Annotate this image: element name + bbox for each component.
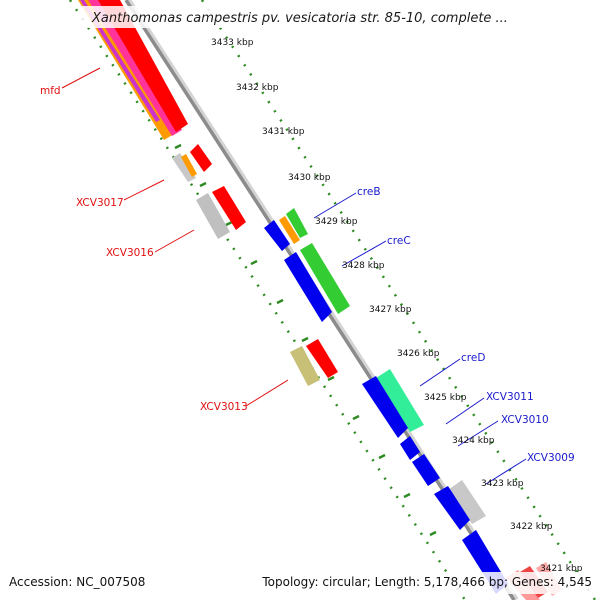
feature-mfd-magenta [80,0,160,122]
feature-xcv3016-gray [196,193,230,239]
feature-xcv3010-blue [400,436,420,460]
feature-xcv3010b-blue [412,454,440,486]
gene-label-xcv3011[interactable]: XCV3011 [486,391,534,403]
feature-crec-blue [284,252,332,322]
feature-xcv3017-orange [181,154,197,177]
genome-stats-text: Topology: circular; Length: 5,178,466 bp… [261,575,592,589]
outer-major-ticks [97,26,437,537]
kbp-3425: 3425 kbp [424,393,467,403]
feature-xcv3017-gray [172,153,196,182]
gene-label-creb[interactable]: creB [357,186,381,198]
feature-xcv3009-gray [448,480,486,524]
gene-labels-right: creB creC creD XCV3011 XCV3010 XCV3009 [357,186,575,464]
gene-label-xcv3017[interactable]: XCV3017 [76,197,124,209]
feature-xcv3009-blue [434,486,470,530]
footer-backdrop [0,572,600,594]
kbp-3424: 3424 kbp [452,436,495,446]
kbp-3421: 3421 kbp [540,564,583,574]
feature-xcv3013-olive [290,346,320,386]
feature-creb-orange [279,216,300,244]
feature-creb-blue [264,220,290,251]
feature-xcv3011-blue [362,376,408,438]
gene-label-mfd[interactable]: mfd [40,85,61,97]
gene-label-crec[interactable]: creC [387,235,411,247]
label-leaders-red [61,67,289,407]
kbp-3430: 3430 kbp [288,173,331,183]
kbp-3433: 3433 kbp [211,38,254,48]
gene-label-xcv3010[interactable]: XCV3010 [501,414,549,426]
kbp-3426: 3426 kbp [397,349,440,359]
feature-xcv3016-red [212,186,246,230]
kbp-3429: 3429 kbp [315,217,358,227]
title-backdrop [78,6,522,28]
kbp-3423: 3423 kbp [481,479,524,489]
feature-cred-green [376,369,424,432]
gene-label-cred[interactable]: creD [461,352,485,364]
kbp-3431: 3431 kbp [262,127,305,137]
map-title: Xanthomonas campestris pv. vesicatoria s… [91,11,508,26]
feature-xcv3013-red [306,339,338,378]
gene-label-xcv3009[interactable]: XCV3009 [527,452,575,464]
feature-xcv3017-red [190,144,212,172]
kbp-labels: 3433 kbp 3432 kbp 3431 kbp 3430 kbp 3429… [211,38,583,574]
accession-text: Accession: NC_007508 [9,575,145,589]
feature-creb-green [286,208,308,238]
kbp-3428: 3428 kbp [342,261,385,271]
gene-labels-left: mfd XCV3017 XCV3016 XCV3013 [40,85,248,413]
gene-label-xcv3013[interactable]: XCV3013 [200,401,248,413]
kbp-3427: 3427 kbp [369,305,412,315]
feature-crec-green [300,243,350,314]
gene-label-xcv3016[interactable]: XCV3016 [106,247,154,259]
label-leaders-blue [313,192,527,485]
kbp-3432: 3432 kbp [236,83,279,93]
feature-mfd-red [98,0,188,132]
kbp-3422: 3422 kbp [510,522,553,532]
